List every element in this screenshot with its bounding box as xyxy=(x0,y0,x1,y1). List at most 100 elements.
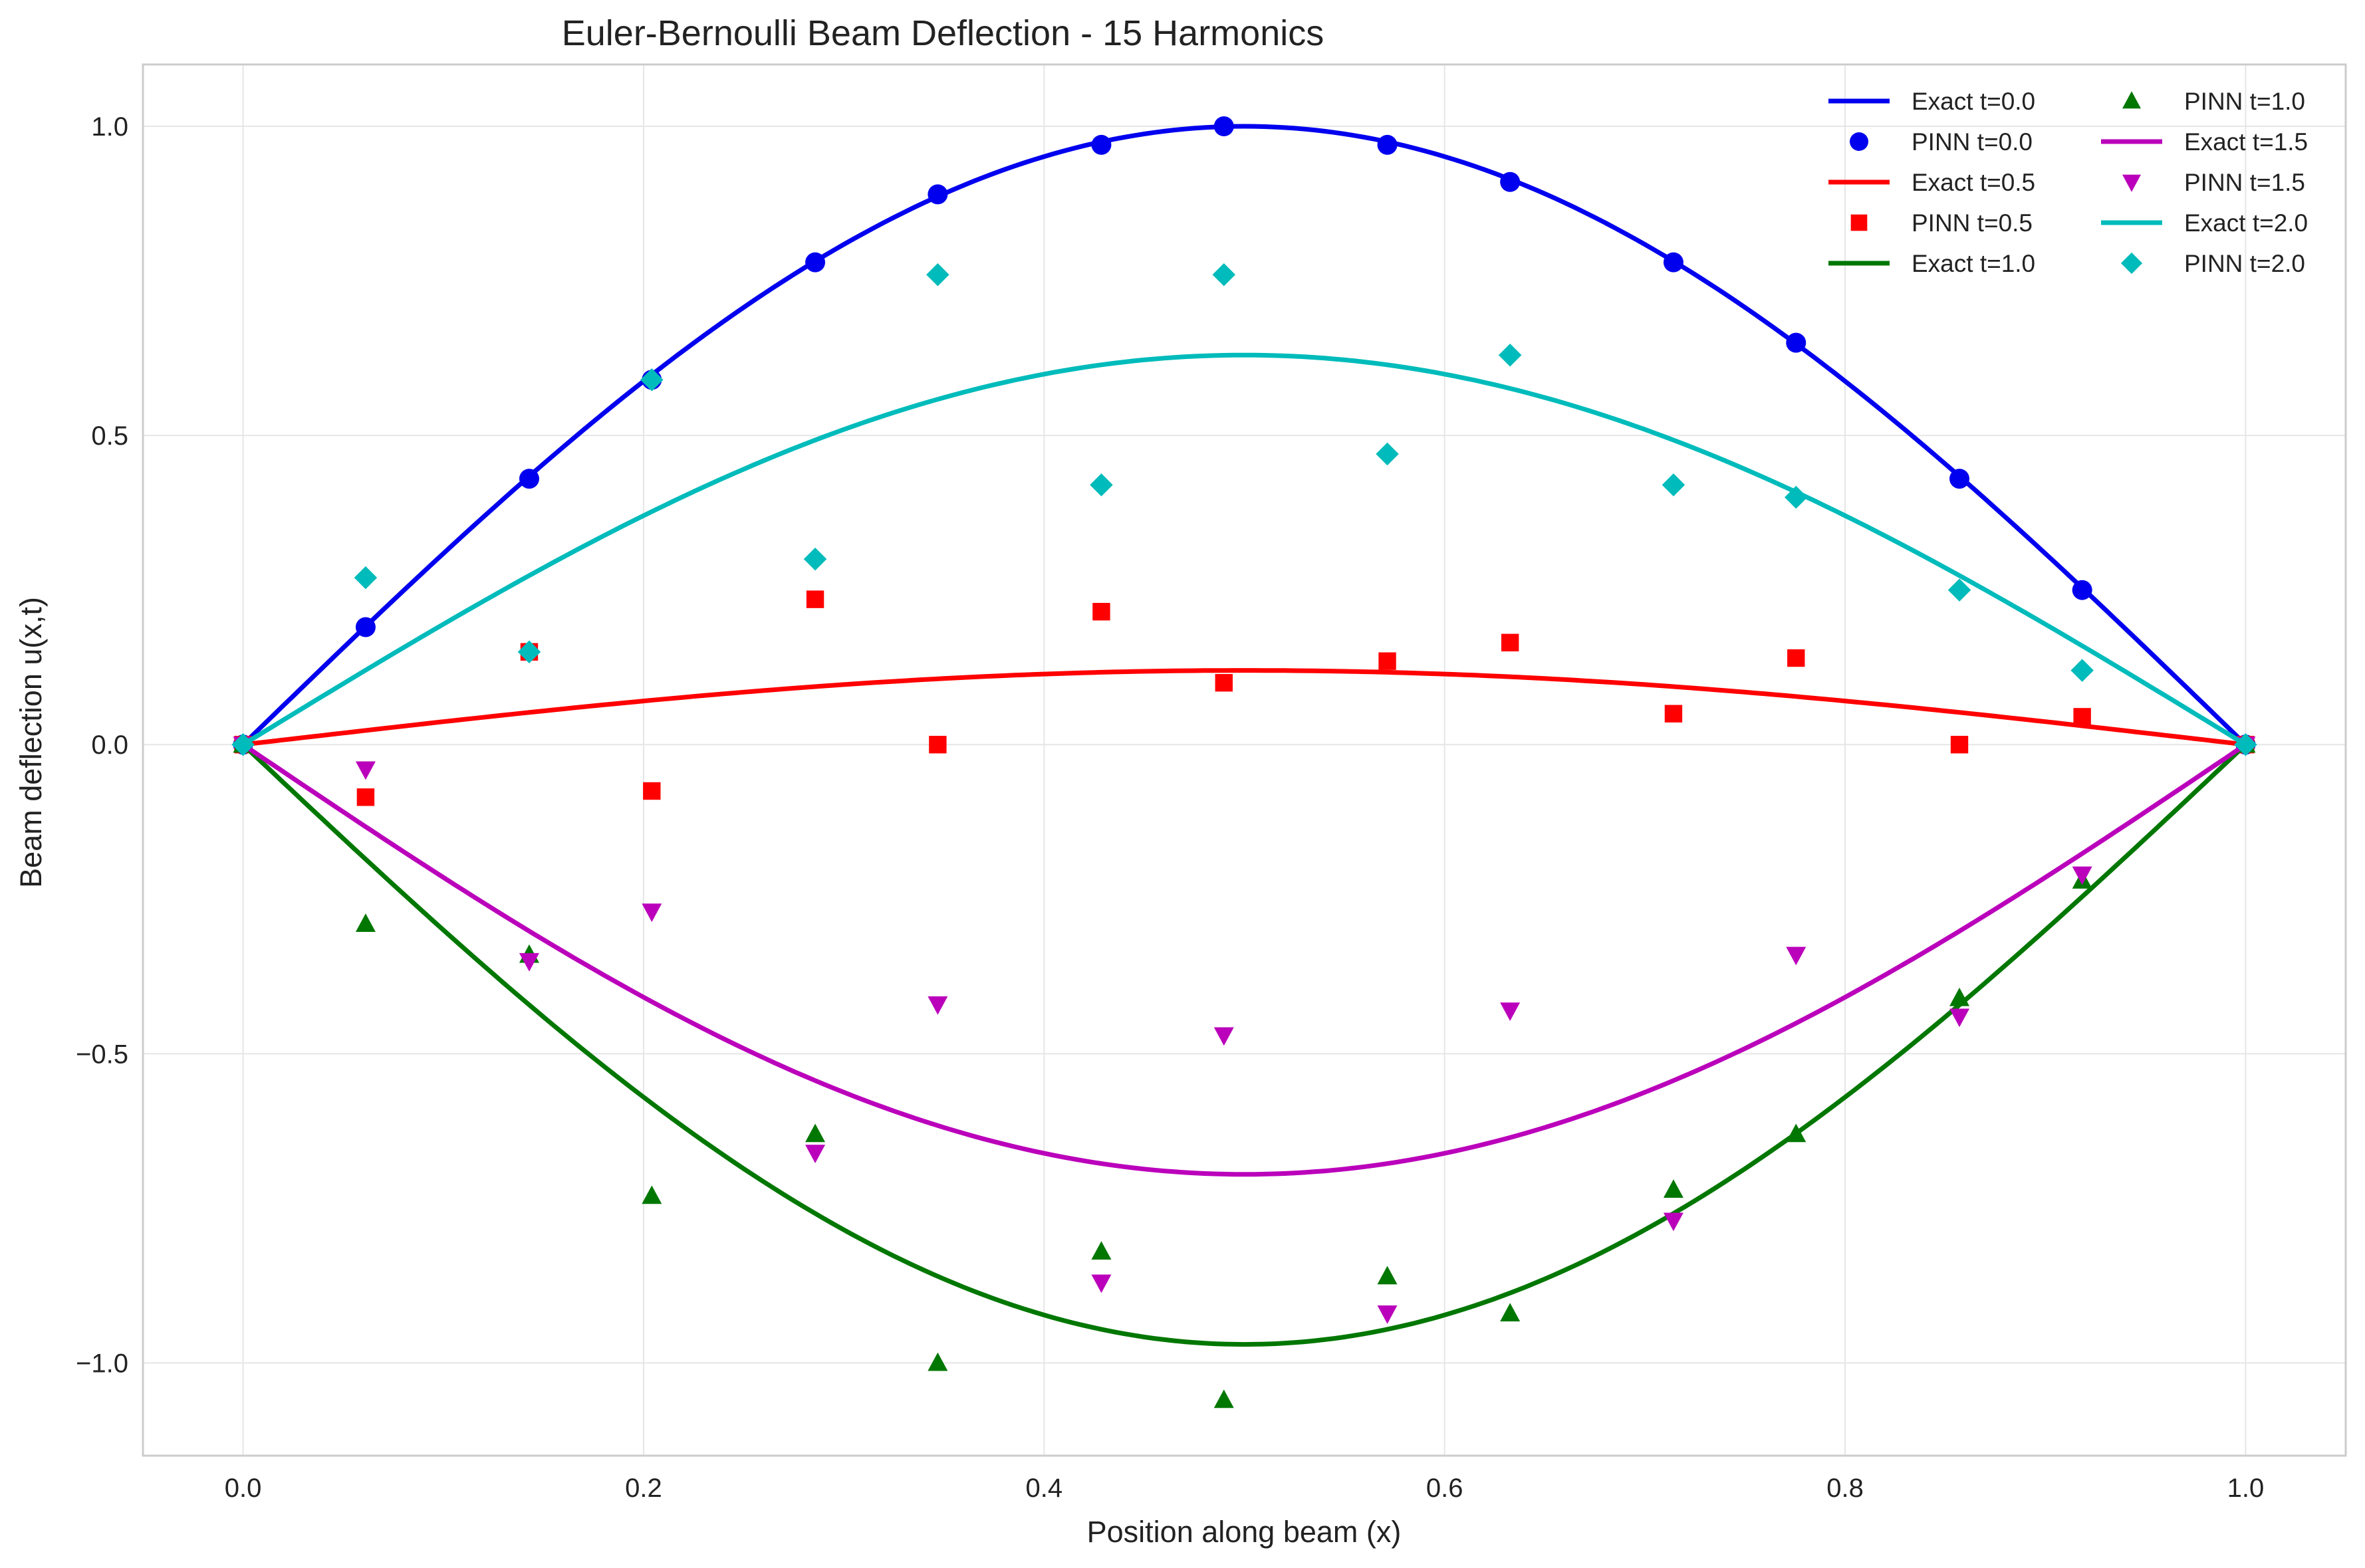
data-point-pinn-t-0-5 xyxy=(1950,736,1969,754)
y-axis-label: Beam deflection u(x,t) xyxy=(14,597,48,888)
x-tick-label: 0.6 xyxy=(1426,1474,1463,1503)
data-point-pinn-t-1-5 xyxy=(1213,1027,1234,1046)
data-point-pinn-t-1-5 xyxy=(519,952,539,972)
data-point-pinn-t-0-5 xyxy=(806,590,824,608)
data-point-pinn-t-0-0 xyxy=(1377,134,1398,155)
data-point-pinn-t-2-0 xyxy=(1947,578,1971,602)
x-tick-label: 0.0 xyxy=(225,1474,262,1503)
data-point-pinn-t-0-5 xyxy=(1664,705,1683,723)
data-point-pinn-t-1-0 xyxy=(1949,987,1970,1006)
legend-swatch-pinn-t-2-0 xyxy=(2120,252,2143,275)
data-point-pinn-t-2-0 xyxy=(517,640,541,663)
data-point-pinn-t-0-5 xyxy=(1215,674,1233,692)
data-point-pinn-t-0-0 xyxy=(1786,332,1806,353)
data-point-pinn-t-1-5 xyxy=(928,996,948,1015)
y-tick-label: −1.0 xyxy=(76,1349,128,1378)
series-line-exact-t-0-0 xyxy=(241,124,2247,746)
data-point-pinn-t-1-0 xyxy=(1213,1389,1234,1408)
data-point-pinn-t-2-0 xyxy=(926,263,949,286)
x-tick-label: 0.8 xyxy=(1826,1474,1864,1503)
x-tick-label: 0.2 xyxy=(625,1474,662,1503)
y-tick-label: −0.5 xyxy=(76,1040,128,1069)
data-point-pinn-t-2-0 xyxy=(1376,442,1399,466)
legend-label-exact-t-1-5: Exact t=1.5 xyxy=(2184,128,2308,156)
x-tick-label: 0.4 xyxy=(1026,1474,1063,1503)
data-point-pinn-t-1-0 xyxy=(355,913,376,933)
data-point-pinn-t-0-5 xyxy=(1787,649,1805,667)
plot-frame xyxy=(142,63,2347,1457)
series-line-exact-t-2-0 xyxy=(241,352,2247,747)
data-point-pinn-t-0-5 xyxy=(1378,652,1396,670)
chart-title: Euler-Bernoulli Beam Deflection - 15 Har… xyxy=(562,13,1324,53)
data-point-pinn-t-2-0 xyxy=(640,368,664,392)
legend-label-exact-t-1-0: Exact t=1.0 xyxy=(1912,250,2035,277)
data-point-pinn-t-0-5 xyxy=(356,788,375,806)
data-point-pinn-t-1-5 xyxy=(1786,947,1806,966)
data-point-pinn-t-1-5 xyxy=(1500,1002,1521,1021)
data-point-pinn-t-0-0 xyxy=(928,184,948,205)
legend-swatch-pinn-t-0-0 xyxy=(1850,132,1868,151)
legend-swatch-pinn-t-1-0 xyxy=(2122,91,2141,109)
legend-label-exact-t-2-0: Exact t=2.0 xyxy=(2184,209,2308,237)
legend-label-pinn-t-2-0: PINN t=2.0 xyxy=(2184,250,2305,277)
data-point-pinn-t-1-0 xyxy=(1786,1123,1806,1143)
data-point-pinn-t-1-0 xyxy=(1663,1179,1683,1198)
data-point-pinn-t-2-0 xyxy=(1498,343,1522,367)
data-point-pinn-t-0-0 xyxy=(1663,252,1683,273)
data-point-pinn-t-0-0 xyxy=(1091,134,1112,155)
data-point-pinn-t-1-0 xyxy=(805,1123,826,1143)
data-point-pinn-t-0-0 xyxy=(1949,469,1970,489)
x-tick-label: 1.0 xyxy=(2227,1474,2265,1503)
data-point-pinn-t-2-0 xyxy=(1212,263,1236,286)
series-line-exact-t-0-5 xyxy=(243,668,2246,747)
legend: Exact t=0.0 PINN t=0.0 Exact t=0.5 PINN t=0… xyxy=(1828,88,2308,277)
x-axis-label: Position along beam (x) xyxy=(1087,1515,1402,1549)
legend-swatch-pinn-t-0-5 xyxy=(1850,214,1868,231)
data-point-pinn-t-1-0 xyxy=(642,1185,662,1204)
y-tick-label: 1.0 xyxy=(91,112,128,142)
data-point-pinn-t-2-0 xyxy=(2234,732,2257,756)
legend-label-exact-t-0-0: Exact t=0.0 xyxy=(1912,88,2035,115)
legend-label-pinn-t-0-5: PINN t=0.5 xyxy=(1912,209,2033,237)
data-point-pinn-t-2-0 xyxy=(231,732,255,756)
data-point-pinn-t-1-5 xyxy=(1663,1212,1683,1232)
data-point-pinn-t-0-5 xyxy=(1501,633,1519,651)
data-point-pinn-t-2-0 xyxy=(803,547,827,571)
data-point-pinn-t-0-5 xyxy=(1092,603,1110,621)
data-point-pinn-t-1-5 xyxy=(1091,1274,1112,1293)
legend-swatch-pinn-t-1-5 xyxy=(2122,174,2141,192)
legend-label-pinn-t-0-0: PINN t=0.0 xyxy=(1912,128,2033,156)
data-point-pinn-t-0-0 xyxy=(2072,580,2092,600)
data-point-pinn-t-1-5 xyxy=(1377,1305,1398,1324)
series-line-exact-t-1-0 xyxy=(241,742,2247,1347)
data-point-pinn-t-0-0 xyxy=(1500,171,1521,192)
legend-label-pinn-t-1-0: PINN t=1.0 xyxy=(2184,88,2305,115)
data-point-pinn-t-1-0 xyxy=(1091,1241,1112,1260)
data-point-pinn-t-1-5 xyxy=(805,1145,826,1163)
series-layer xyxy=(231,116,2257,1408)
data-point-pinn-t-1-5 xyxy=(2072,866,2092,885)
data-point-pinn-t-2-0 xyxy=(1662,473,1685,497)
data-point-pinn-t-2-0 xyxy=(354,566,378,590)
data-point-pinn-t-1-5 xyxy=(355,761,376,780)
data-point-pinn-t-2-0 xyxy=(2070,659,2094,682)
data-point-pinn-t-1-5 xyxy=(1949,1008,1970,1028)
data-point-pinn-t-0-0 xyxy=(355,617,376,637)
tick-labels: 0.0 0.2 0.4 0.6 0.8 1.0 −1.0 −0.5 0.0 0.5 1.0 xyxy=(76,112,2264,1503)
series-line-exact-t-1-5 xyxy=(241,742,2247,1177)
y-tick-label: 0.5 xyxy=(91,421,128,451)
data-point-pinn-t-1-0 xyxy=(928,1352,948,1371)
data-point-pinn-t-0-5 xyxy=(2073,708,2091,726)
data-point-pinn-t-0-5 xyxy=(929,736,947,754)
legend-label-pinn-t-1-5: PINN t=1.5 xyxy=(2184,169,2305,196)
data-point-pinn-t-2-0 xyxy=(1090,473,1113,497)
data-point-pinn-t-2-0 xyxy=(1785,485,1808,509)
data-point-pinn-t-0-5 xyxy=(643,782,661,800)
data-point-pinn-t-0-0 xyxy=(805,252,826,273)
data-point-pinn-t-0-0 xyxy=(519,469,539,489)
y-tick-label: 0.0 xyxy=(91,730,128,760)
data-point-pinn-t-1-0 xyxy=(1377,1266,1398,1285)
data-point-pinn-t-1-5 xyxy=(642,903,662,923)
